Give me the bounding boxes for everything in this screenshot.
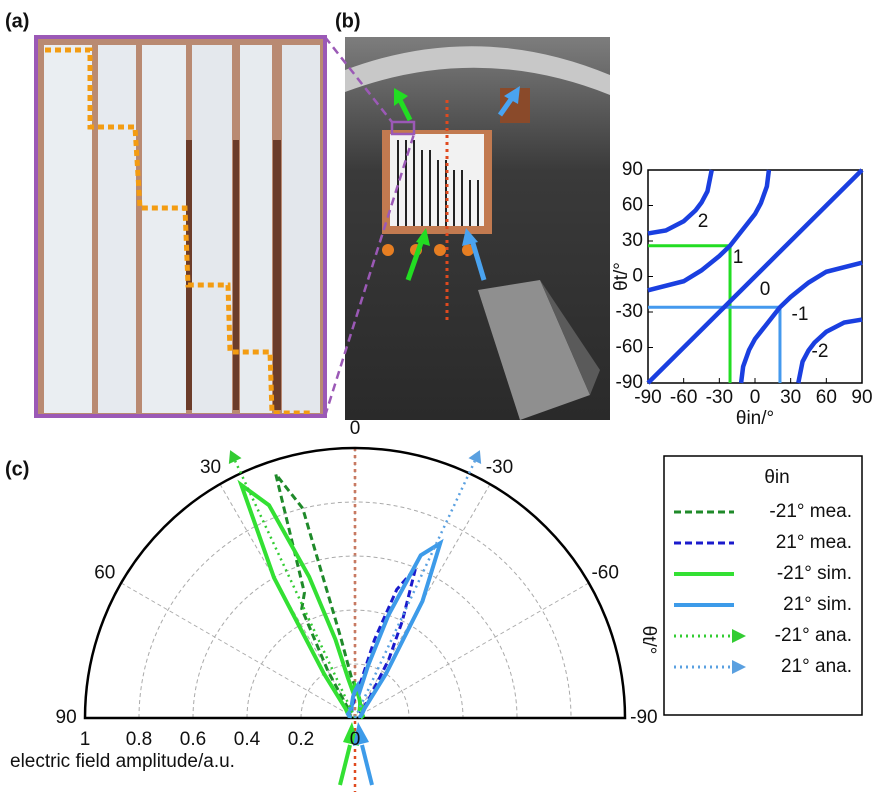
pattern: [241, 485, 362, 718]
angle-tick-label: -60: [591, 563, 618, 584]
figure: (a) (b) (c) -90 -60 -30 0 30 60 90 -90 -60 -30 0 30…: [0, 0, 877, 794]
r-tick-label: 0: [350, 729, 361, 750]
order-curve: [648, 170, 862, 383]
order-label: -2: [812, 341, 829, 362]
angle-axis-label: θt/°: [638, 626, 659, 655]
legend-label: 21° mea.: [776, 532, 852, 553]
panel-label: (c): [5, 458, 29, 480]
r-tick-label: 0.8: [126, 729, 152, 750]
x-tick-label: -60: [670, 387, 697, 408]
order-label: 2: [698, 211, 709, 232]
y-tick-label: 90: [622, 159, 643, 180]
angle-tick-label: 90: [56, 707, 77, 728]
angle-tick-label: 0: [350, 418, 361, 439]
order-label: 0: [760, 279, 771, 300]
angle-tick-label: -90: [630, 707, 657, 728]
legend-label: 21° sim.: [783, 594, 852, 615]
legend-label: -21° sim.: [777, 563, 852, 584]
x-tick-label: 30: [780, 387, 801, 408]
angle-tick-label: -30: [486, 457, 513, 478]
x-tick-label: 90: [851, 387, 872, 408]
order-label: 1: [733, 247, 744, 268]
angle-tick-label: 30: [200, 457, 221, 478]
photo-b: [325, 37, 610, 420]
photo-a: [36, 37, 325, 416]
legend-label: -21° ana.: [775, 625, 852, 646]
panel-label: (b): [335, 10, 361, 32]
r-tick-label: 0.6: [180, 729, 206, 750]
r-tick-label: 0.2: [288, 729, 314, 750]
y-tick-label: -30: [616, 301, 643, 322]
y-tick-label: -60: [616, 337, 643, 358]
panel-label: (a): [5, 10, 29, 32]
pattern: [348, 543, 440, 718]
x-axis-label: electric field amplitude/a.u.: [10, 751, 235, 772]
y-tick-label: -90: [616, 372, 643, 393]
y-axis-label: θt/°: [611, 262, 632, 291]
order-label: -1: [792, 304, 809, 325]
legend-label: 21° ana.: [781, 656, 852, 677]
legend-title: θin: [764, 467, 789, 488]
y-tick-label: 0: [632, 266, 643, 287]
legend-label: -21° mea.: [769, 501, 852, 522]
r-tick-label: 0.4: [234, 729, 261, 750]
x-tick-label: -30: [706, 387, 733, 408]
r-tick-label: 1: [80, 729, 91, 750]
analytic-direction: [355, 461, 475, 718]
x-tick-label: 0: [750, 387, 761, 408]
x-tick-label: 60: [816, 387, 837, 408]
y-tick-label: 60: [622, 195, 643, 216]
x-axis-label: θin/°: [736, 408, 774, 429]
grid-spoke: [355, 583, 589, 718]
order-curve: [798, 320, 862, 383]
y-tick-label: 30: [622, 230, 643, 251]
angle-tick-label: 60: [94, 563, 115, 584]
